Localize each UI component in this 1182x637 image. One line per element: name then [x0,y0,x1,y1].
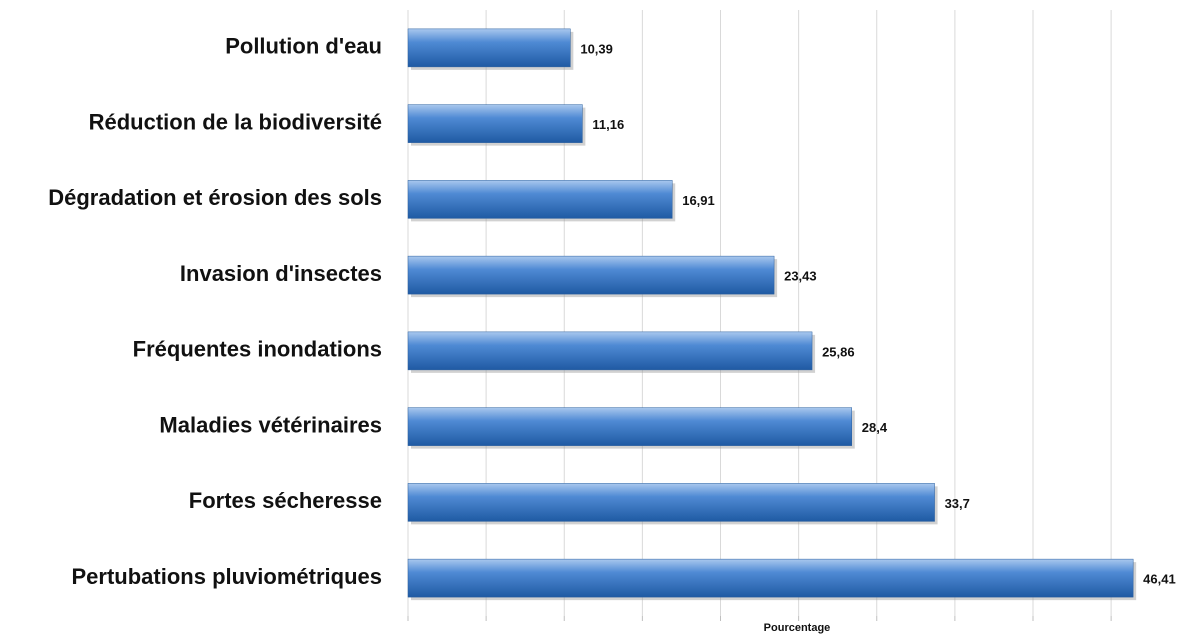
bar [407,558,1134,598]
y-tick-label: Pollution d'eau [225,34,382,59]
bar [407,28,571,68]
value-label: 46,41 [1143,572,1176,587]
bar [407,255,775,295]
value-label: 16,91 [682,193,715,208]
y-tick-label: Maladies vétérinaires [159,412,382,437]
y-tick-label: Dégradation et érosion des sols [48,185,382,210]
value-label: 10,39 [580,41,613,56]
y-tick-label: Fortes sécheresse [189,488,382,513]
y-tick-label: Fréquentes inondations [133,337,382,362]
bar [407,180,673,219]
y-tick-label: Invasion d'insectes [180,261,382,286]
value-label: 33,7 [945,496,970,511]
y-tick-label: Pertubations pluviométriques [72,564,383,589]
bar [407,407,852,446]
bar [407,104,583,143]
value-label: 25,86 [822,344,855,359]
value-label: 11,16 [592,117,624,132]
bar [407,331,813,371]
y-tick-label: Réduction de la biodiversité [89,109,382,134]
value-label: 28,4 [862,420,888,435]
x-axis-label: Pourcentage [764,622,831,634]
value-label: 23,43 [784,269,817,284]
bar [407,483,935,522]
